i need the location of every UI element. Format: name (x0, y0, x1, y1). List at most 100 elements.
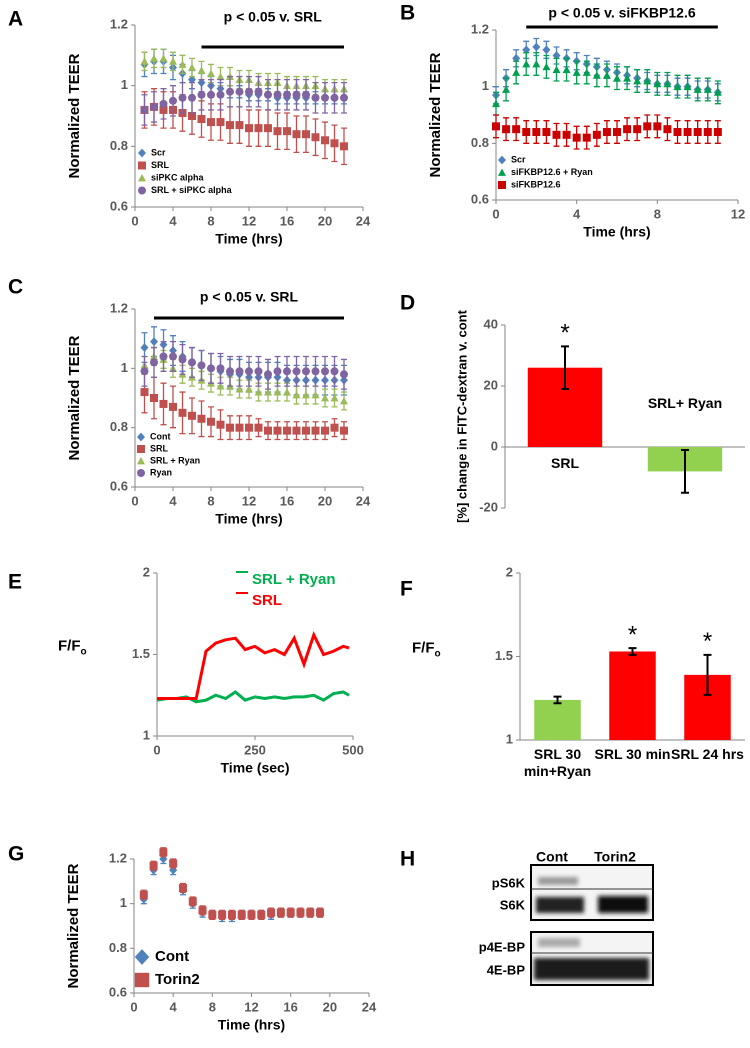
data-point (150, 337, 158, 347)
data-point (512, 68, 521, 76)
data-point (532, 60, 541, 68)
y-tick-label: 2 (143, 564, 150, 579)
x-tick-label: 4 (573, 206, 581, 221)
legend-swatch (498, 168, 506, 176)
data-point (321, 394, 329, 402)
data-point (235, 385, 244, 393)
data-point (178, 408, 187, 417)
data-point (264, 370, 272, 379)
data-point (216, 420, 225, 429)
data-point (178, 884, 187, 893)
x-tick-label: 0 (131, 213, 138, 228)
legend-swatch (138, 148, 146, 158)
y-axis-title-part: F/F (412, 639, 435, 656)
x-tick-label: 8 (207, 493, 214, 508)
data-point (159, 399, 168, 408)
data-point (572, 68, 581, 76)
data-point (552, 130, 561, 139)
data-point (216, 72, 225, 80)
data-point (683, 82, 692, 91)
y-tick-label: 0 (491, 438, 498, 453)
data-point (254, 124, 263, 133)
legend-swatch (137, 469, 145, 477)
x-axis-title: Time (sec) (221, 760, 290, 776)
data-point (321, 426, 329, 435)
data-point (292, 130, 301, 139)
y-tick-label: 0.6 (471, 191, 489, 206)
data-point (207, 69, 215, 77)
legend-swatch (137, 445, 145, 453)
data-point (321, 93, 329, 102)
significance-star: * (628, 621, 637, 648)
y-axis-title: Normalized TEER (66, 53, 83, 178)
x-category-label: SRL 30 min (594, 746, 671, 762)
data-point (150, 54, 158, 62)
data-point (316, 908, 325, 917)
data-point (311, 367, 320, 376)
y-axis-title: F/Fo (58, 637, 87, 657)
data-point (340, 93, 348, 102)
data-point (188, 411, 196, 420)
data-point (140, 105, 149, 114)
y-tick-label: 0.6 (110, 478, 128, 493)
x-tick-label: 16 (280, 213, 294, 228)
data-point (207, 417, 215, 426)
data-point (713, 88, 722, 96)
annotation: p < 0.05 v. SRL (200, 289, 299, 305)
data-point (532, 42, 541, 52)
data-point (512, 125, 521, 134)
x-tick-label: 24 (356, 493, 371, 508)
blot-band (534, 958, 649, 980)
data-point (292, 426, 301, 435)
y-tick-label: 0.6 (110, 198, 128, 213)
data-point (245, 367, 253, 376)
data-point (235, 87, 244, 96)
panel-letter: C (8, 276, 23, 299)
data-point (235, 121, 244, 130)
data-point (197, 414, 206, 423)
y-axis-title-sub: o (81, 647, 87, 658)
panel-letter: D (400, 292, 415, 315)
panel-letter: H (400, 848, 415, 871)
bar (534, 699, 581, 740)
data-point (340, 396, 348, 405)
data-point (273, 90, 282, 99)
legend-label: SRL + Ryan (150, 455, 200, 465)
annotation: p < 0.05 v. SRL (224, 9, 323, 25)
data-point (188, 358, 196, 367)
x-tick-label: 250 (244, 742, 266, 757)
legend-label: SRL (252, 592, 282, 609)
data-point (562, 65, 571, 74)
data-point (321, 136, 329, 145)
data-point (653, 79, 662, 88)
significance-star: * (560, 320, 569, 347)
data-point (245, 423, 253, 432)
error-bar (703, 653, 712, 696)
x-tick-label: 24 (362, 999, 377, 1014)
x-category-label: SRL 30 min+Ryan (523, 746, 592, 779)
data-point (216, 118, 225, 127)
blot-row-label: 4E-BP (487, 962, 526, 977)
data-point (306, 908, 315, 917)
data-point (286, 908, 295, 917)
x-tick-label: 16 (280, 493, 294, 508)
legend-swatch (498, 155, 506, 165)
legend-label: SRL + Ryan (252, 571, 336, 588)
data-point (150, 102, 158, 111)
data-point (602, 128, 611, 136)
blot-band (538, 938, 580, 947)
data-point (226, 367, 234, 376)
legend-swatch (138, 186, 146, 195)
data-point (208, 910, 217, 919)
data-point (562, 130, 571, 139)
y-tick-label: 1 (121, 360, 128, 375)
data-point (159, 54, 168, 62)
x-axis-title: Time (hrs) (215, 231, 282, 247)
y-tick-label: 0.8 (109, 940, 127, 955)
data-point (188, 75, 196, 84)
y-tick-label: 1.2 (110, 300, 128, 315)
data-point (140, 367, 149, 376)
x-category-label: SRL 24 hrs (671, 746, 744, 762)
x-category-label-box: SRL (551, 455, 579, 471)
y-tick-label: 1 (506, 731, 513, 746)
